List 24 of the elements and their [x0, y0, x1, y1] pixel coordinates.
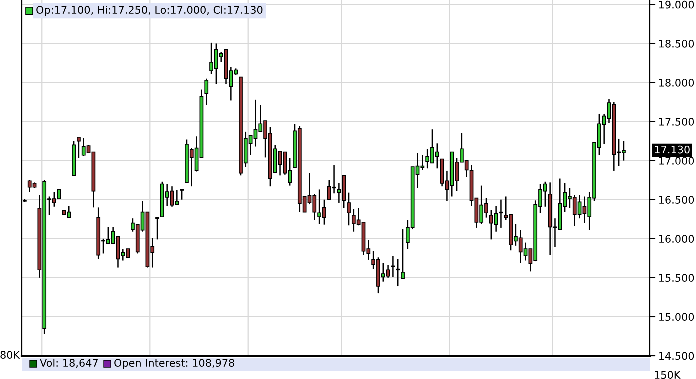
candlestick [391, 255, 396, 278]
candlestick [401, 228, 405, 280]
text: Op:17.100, Hi:17.250, Lo:17.000, Cl:17.130 [36, 6, 263, 16]
text: 80K [0, 351, 20, 360]
candlestick [347, 192, 351, 226]
y-tick-label: 18.500 [659, 40, 694, 48]
text: Open Interest: 108,978 [114, 359, 234, 370]
text: 17.130 [655, 146, 690, 154]
y-tick-label: 16.000 [659, 235, 694, 243]
y-tick-label: 16.500 [659, 196, 694, 204]
candlestick [204, 78, 209, 106]
candlestick [77, 136, 81, 160]
candlestick [499, 199, 504, 229]
candlestick [180, 189, 184, 200]
y-tick-label: 14.500 [659, 352, 694, 360]
y-tick-label: 15.500 [659, 274, 694, 282]
candlestick [396, 258, 400, 288]
text: Vol: 18,647 [40, 358, 98, 368]
y-tick-label: 19.000 [659, 0, 694, 9]
candlestick [156, 217, 160, 240]
y-tick-label: 15.000 [659, 313, 694, 322]
text: 150K [655, 371, 681, 379]
y-tick-label: 18.000 [659, 78, 694, 87]
y-tick-label: 17.500 [659, 118, 694, 126]
